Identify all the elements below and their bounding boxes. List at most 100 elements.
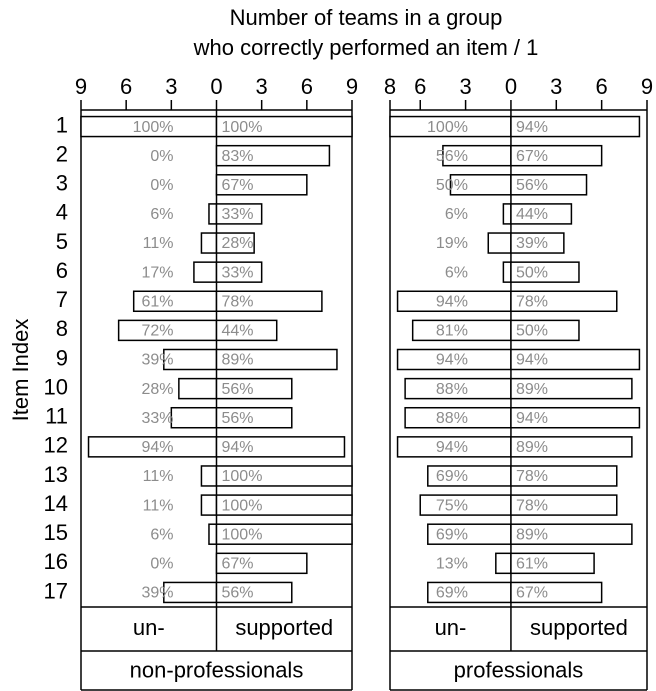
percent-label: 28%: [141, 381, 173, 398]
x-tick-label: 6: [301, 74, 313, 99]
bar: [200, 232, 218, 254]
percent-label: 100%: [222, 119, 263, 136]
bar: [170, 406, 218, 429]
category-label: 7: [56, 287, 68, 312]
percent-label: 94%: [222, 439, 254, 456]
x-tick-label: 6: [414, 74, 426, 99]
bar: [215, 203, 263, 225]
x-tick-label: 9: [641, 74, 653, 99]
bar: [502, 203, 512, 225]
bar: [510, 581, 603, 604]
percent-label: 69%: [436, 526, 468, 543]
percent-label: 81%: [436, 323, 468, 340]
category-label: 2: [56, 141, 68, 166]
percent-label: 67%: [516, 585, 548, 602]
x-tick-label: 9: [75, 74, 87, 99]
bar: [510, 465, 618, 487]
category-label: 14: [44, 491, 68, 516]
bar: [510, 232, 565, 254]
bar: [215, 290, 323, 313]
percent-label: 89%: [516, 439, 548, 456]
percent-label: 94%: [436, 293, 468, 310]
percent-label: 78%: [516, 497, 548, 514]
bar: [208, 203, 218, 225]
percent-label: 44%: [222, 323, 254, 340]
x-tick-label: 8: [384, 74, 396, 99]
percent-label: 19%: [436, 235, 468, 252]
bar: [178, 377, 218, 400]
x-tick-label: 0: [505, 74, 517, 99]
percent-label: 61%: [516, 556, 548, 573]
bar: [215, 581, 293, 604]
bar: [510, 552, 595, 575]
percent-label: 0%: [150, 556, 173, 573]
percent-label: 89%: [516, 526, 548, 543]
bar: [193, 261, 218, 283]
x-tick-label: 6: [120, 74, 132, 99]
bar: [215, 348, 338, 371]
bar: [200, 494, 218, 516]
category-label: 17: [44, 578, 68, 603]
bar: [510, 523, 633, 545]
percent-label: 100%: [133, 119, 174, 136]
percent-label: 100%: [222, 497, 263, 514]
percent-label: 39%: [141, 585, 173, 602]
bar: [215, 144, 331, 167]
percent-label: 94%: [436, 439, 468, 456]
bar: [215, 436, 346, 458]
percent-label: 78%: [222, 293, 254, 310]
bar: [208, 523, 218, 545]
percent-label: 50%: [516, 264, 548, 281]
percent-label: 44%: [516, 206, 548, 223]
bar: [215, 261, 263, 283]
bar: [215, 319, 278, 342]
percent-label: 78%: [516, 468, 548, 485]
bar: [495, 552, 512, 575]
bar: [510, 406, 641, 429]
percent-label: 78%: [516, 293, 548, 310]
percent-label: 67%: [222, 556, 254, 573]
percent-label: 39%: [141, 352, 173, 369]
category-label: 13: [44, 462, 68, 487]
bar: [510, 436, 633, 458]
legend-label: supported: [530, 615, 628, 640]
bar: [215, 115, 353, 138]
percent-label: 72%: [141, 323, 173, 340]
percent-label: 11%: [143, 235, 174, 252]
x-tick-label: 3: [550, 74, 562, 99]
bar: [215, 494, 353, 516]
category-label: 9: [56, 345, 68, 370]
percent-label: 13%: [436, 556, 468, 573]
category-label: 4: [56, 200, 68, 225]
chart-title: Number of teams in a group: [230, 5, 503, 30]
category-label: 12: [44, 433, 68, 458]
percent-label: 6%: [150, 526, 173, 543]
category-label: 3: [56, 171, 68, 196]
percent-label: 67%: [516, 148, 548, 165]
percent-label: 67%: [222, 177, 254, 194]
percent-label: 89%: [222, 352, 254, 369]
percent-label: 75%: [436, 497, 468, 514]
percent-label: 100%: [222, 526, 263, 543]
percent-label: 33%: [141, 410, 173, 427]
percent-label: 100%: [427, 119, 468, 136]
chart-title: who correctly performed an item / 1: [193, 35, 539, 60]
bar: [215, 174, 308, 196]
percent-label: 11%: [143, 468, 174, 485]
bar: [215, 552, 308, 575]
category-label: 6: [56, 258, 68, 283]
x-tick-label: 3: [459, 74, 471, 99]
x-tick-label: 6: [596, 74, 608, 99]
x-tick-label: 3: [256, 74, 268, 99]
percent-label: 61%: [141, 293, 173, 310]
percent-label: 69%: [436, 468, 468, 485]
bar: [215, 523, 353, 545]
bar: [510, 203, 573, 225]
bar: [215, 465, 353, 487]
percent-label: 94%: [141, 439, 173, 456]
percent-label: 56%: [222, 410, 254, 427]
bar: [510, 377, 633, 400]
percent-label: 50%: [516, 323, 548, 340]
group-label: professionals: [454, 657, 584, 682]
